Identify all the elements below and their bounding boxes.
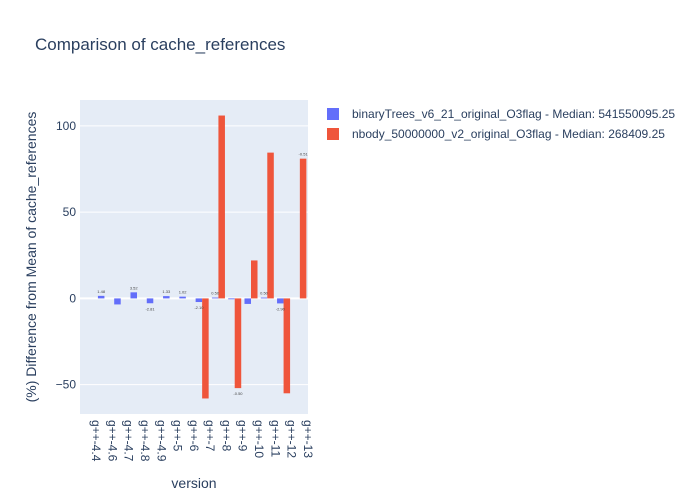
data-label: 0.50 bbox=[260, 291, 269, 296]
bar bbox=[218, 115, 225, 299]
x-tick-label: g++-6 bbox=[187, 420, 201, 452]
data-label: 1.48 bbox=[97, 289, 106, 294]
bar bbox=[244, 298, 251, 304]
x-tick-label: g++-7 bbox=[203, 420, 217, 452]
bar bbox=[114, 298, 121, 305]
y-axis-ticks: −50 0 50 100 bbox=[56, 119, 77, 392]
data-label: 1.02 bbox=[179, 290, 188, 295]
legend-swatch bbox=[327, 128, 339, 140]
bar bbox=[267, 152, 274, 299]
x-tick-label: g++-12 bbox=[285, 420, 299, 458]
bar bbox=[277, 298, 284, 304]
bar bbox=[260, 297, 268, 299]
x-tick-label: g++-9 bbox=[236, 420, 250, 452]
data-label: -2.81 bbox=[145, 306, 155, 311]
bar bbox=[179, 296, 186, 299]
bar bbox=[211, 297, 219, 299]
bar bbox=[130, 292, 137, 299]
bars bbox=[97, 115, 307, 399]
data-label: -2.10 bbox=[194, 305, 204, 310]
y-tick-label: 100 bbox=[56, 119, 76, 133]
data-label: 3.52 bbox=[130, 285, 139, 290]
bar bbox=[234, 298, 242, 389]
bar bbox=[283, 298, 291, 394]
x-tick-label: g++-8 bbox=[219, 420, 233, 452]
bar bbox=[251, 260, 258, 299]
data-label: -0.50 bbox=[233, 391, 243, 396]
y-tick-label: 0 bbox=[69, 291, 76, 305]
bar bbox=[202, 298, 209, 399]
x-tick-label: g++-10 bbox=[252, 420, 266, 458]
x-tick-label: g++-4.8 bbox=[138, 420, 152, 462]
data-labels: 1.48 3.52 -2.81 1.33 1.02 -2.10 0.50 -0.50 0.50 -… bbox=[97, 152, 308, 396]
bar bbox=[299, 158, 307, 299]
chart-title: Comparison of cache_references bbox=[35, 35, 285, 54]
data-label: -0.51 bbox=[299, 152, 309, 157]
data-label: -2.90 bbox=[276, 306, 286, 311]
data-label: 0.50 bbox=[211, 291, 220, 296]
bar bbox=[163, 296, 170, 299]
x-axis-ticks: g++-4.4 g++-4.6 g++-4.7 g++-4.8 g++-4.9 g++-5… bbox=[89, 420, 315, 462]
bar bbox=[228, 298, 235, 300]
legend-label: nbody_50000000_v2_original_O3flag - Medi… bbox=[352, 127, 665, 141]
x-tick-label: g++-11 bbox=[268, 420, 282, 457]
bar bbox=[146, 298, 154, 304]
x-axis-title: version bbox=[171, 475, 216, 491]
legend: binaryTrees_v6_21_original_O3flag - Medi… bbox=[327, 107, 675, 141]
y-tick-label: −50 bbox=[56, 378, 77, 392]
data-label: 1.33 bbox=[162, 289, 171, 294]
x-tick-label: g++-4.9 bbox=[154, 420, 168, 462]
x-tick-label: g++-5 bbox=[171, 420, 185, 452]
legend-swatch bbox=[327, 108, 339, 120]
x-tick-label: g++-4.4 bbox=[89, 420, 103, 462]
y-tick-label: 50 bbox=[63, 205, 77, 219]
legend-label: binaryTrees_v6_21_original_O3flag - Medi… bbox=[352, 107, 675, 121]
x-tick-label: g++-4.6 bbox=[105, 420, 119, 462]
x-tick-label: g++-4.7 bbox=[122, 420, 136, 462]
bar bbox=[97, 295, 105, 299]
y-axis-title: (%) Difference from Mean of cache_refere… bbox=[23, 112, 39, 403]
bar bbox=[195, 298, 203, 303]
x-tick-label: g++-13 bbox=[301, 420, 315, 458]
